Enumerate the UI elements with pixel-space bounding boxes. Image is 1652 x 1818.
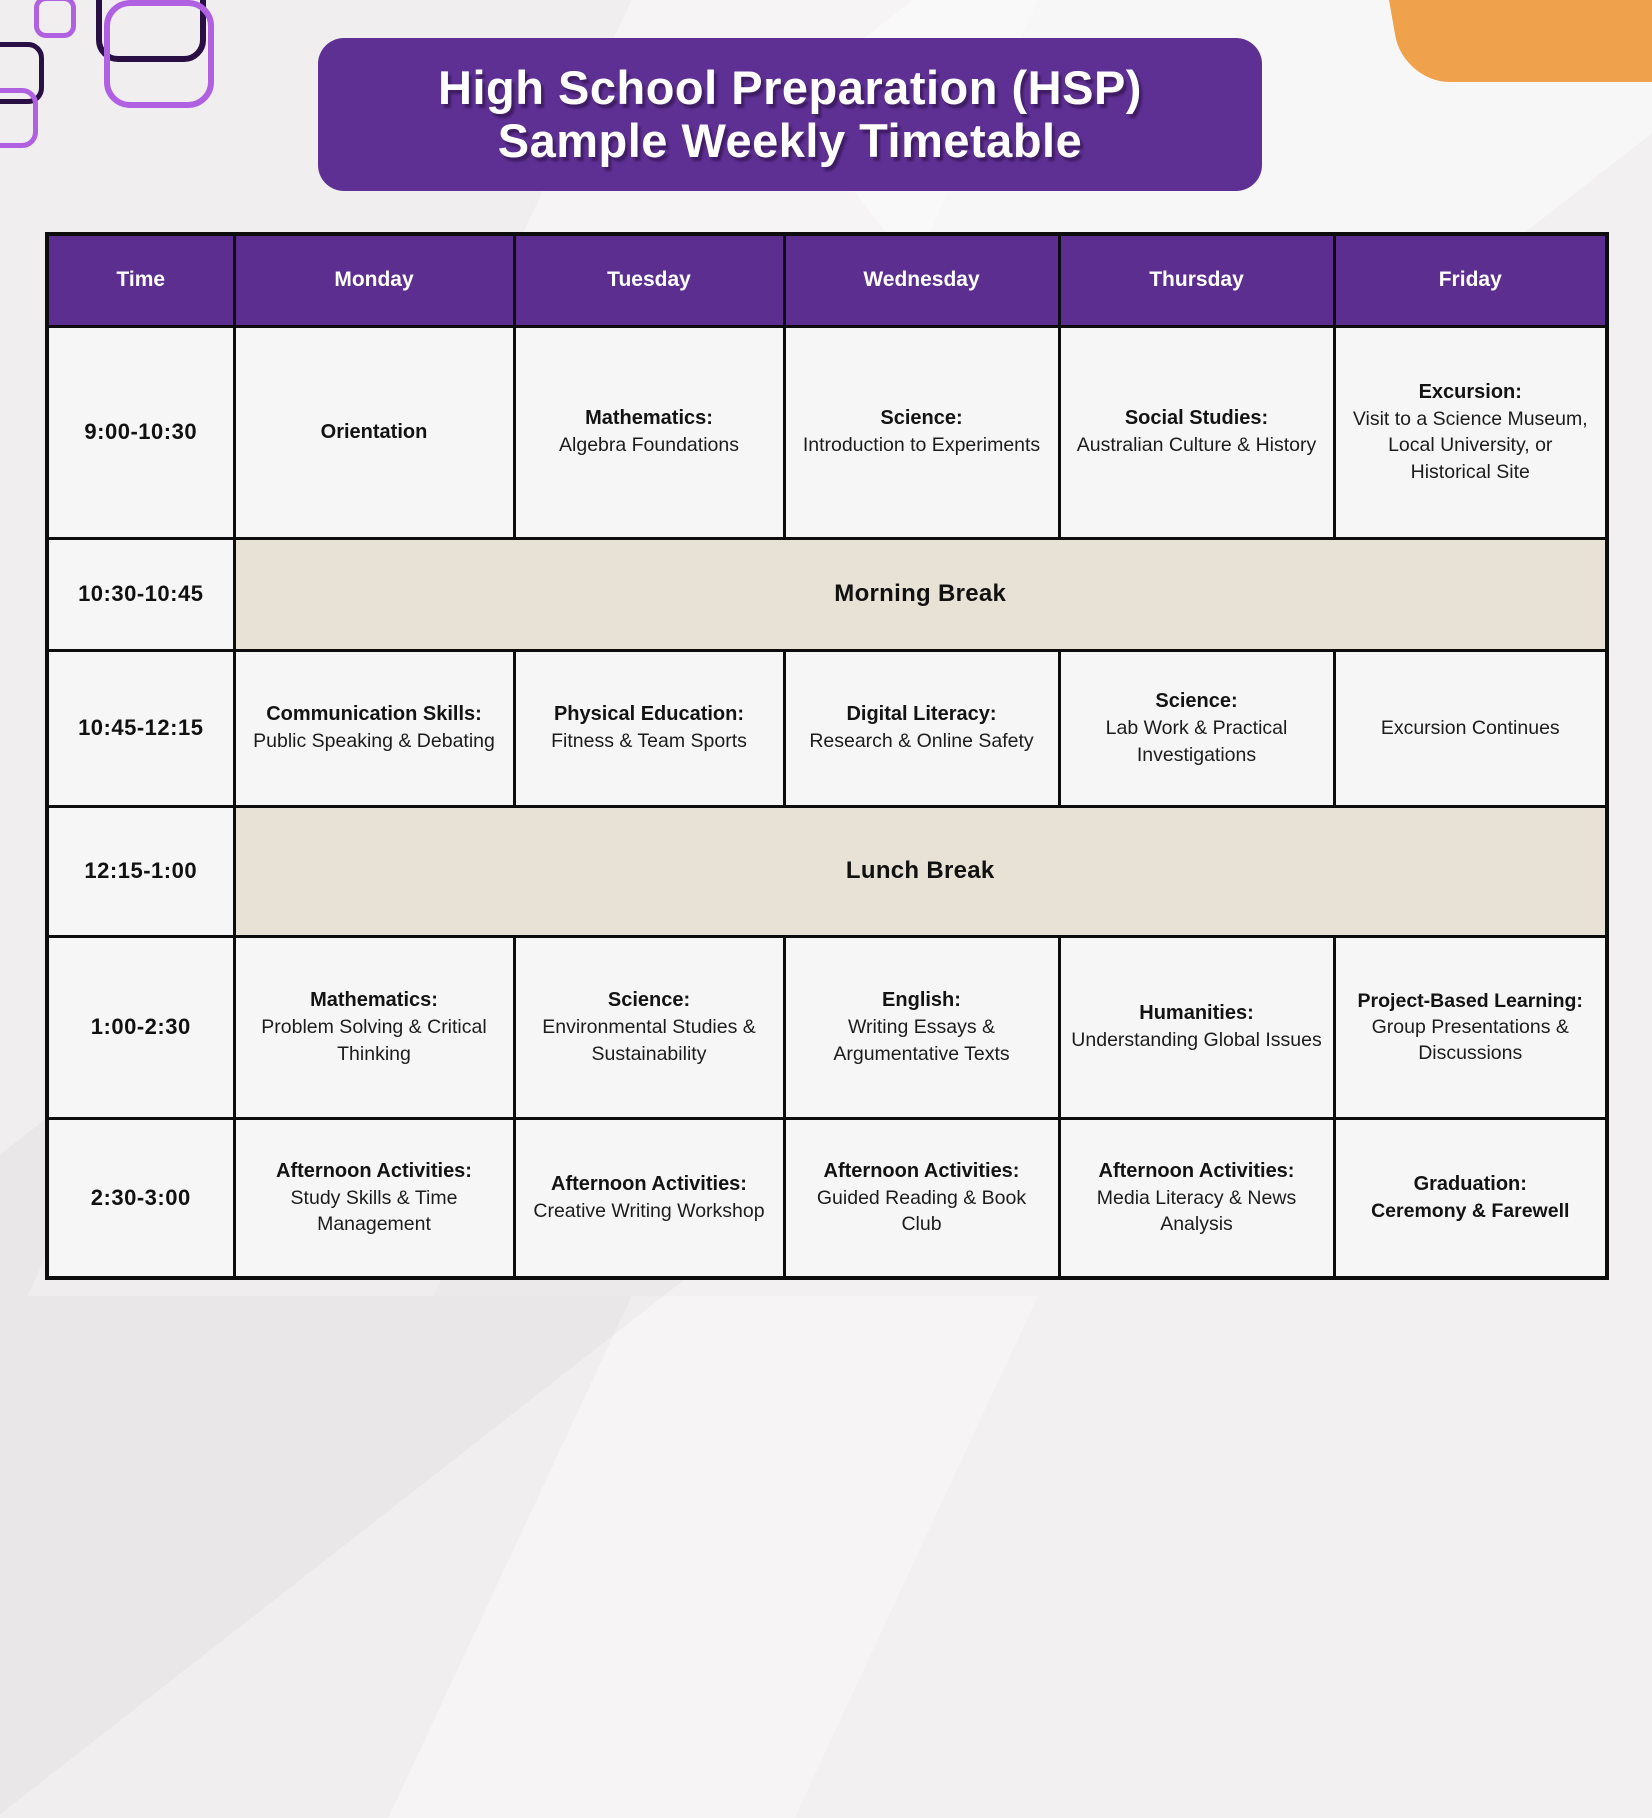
decor-rounded-square-purple-small xyxy=(34,0,76,38)
subject-body: Study Skills & Time Management xyxy=(290,1186,458,1236)
subject-title: Afternoon Activities: xyxy=(276,1159,472,1182)
subject-body: Group Presentations & Discussions xyxy=(1371,1015,1569,1065)
subject-body: Guided Reading & Book Club xyxy=(816,1186,1027,1236)
subject-body: Understanding Global Issues xyxy=(1071,1029,1322,1052)
time-slot: 10:45-12:15 xyxy=(45,648,236,808)
subject-title: Orientation xyxy=(320,420,428,443)
header-friday: Friday xyxy=(1332,232,1609,328)
decor-rounded-square-purple xyxy=(104,0,214,108)
cell-monday-communication: Communication Skills: Public Speaking & … xyxy=(232,648,516,808)
decor-rounded-square-dark xyxy=(96,0,206,62)
subject-body: Excursion Continues xyxy=(1380,716,1560,739)
header-row: Time Monday Tuesday Wednesday Thursday F… xyxy=(45,232,1609,328)
cell-tuesday-mathematics: Mathematics: Algebra Foundations xyxy=(512,324,786,540)
morning-break-cell: Morning Break xyxy=(232,536,1609,652)
subject-body: Algebra Foundations xyxy=(559,434,739,457)
cell-monday-afternoon: Afternoon Activities: Study Skills & Tim… xyxy=(232,1116,516,1280)
subject-body: Introduction to Experiments xyxy=(802,434,1041,457)
break-label: Lunch Break xyxy=(845,857,995,884)
cell-wednesday-afternoon: Afternoon Activities: Guided Reading & B… xyxy=(782,1116,1061,1280)
timetable-poster: { "title": { "line1": "High School Prepa… xyxy=(0,0,1652,1296)
subject-title: Communication Skills: xyxy=(266,703,482,726)
decor-orange-shape xyxy=(1380,0,1652,82)
cell-tuesday-physical-education: Physical Education: Fitness & Team Sport… xyxy=(512,648,786,808)
subject-title: Graduation: xyxy=(1413,1173,1527,1196)
subject-title: English: xyxy=(882,989,961,1012)
cell-friday-graduation: Graduation: Ceremony & Farewell xyxy=(1332,1116,1609,1280)
cell-wednesday-english: English: Writing Essays & Argumentative … xyxy=(782,934,1061,1120)
page-title-line-1: High School Preparation (HSP) xyxy=(438,60,1142,114)
header-tuesday: Tuesday xyxy=(512,232,786,328)
cell-tuesday-afternoon: Afternoon Activities: Creative Writing W… xyxy=(512,1116,786,1280)
cell-friday-excursion: Excursion: Visit to a Science Museum, Lo… xyxy=(1332,324,1609,540)
cell-thursday-humanities: Humanities: Understanding Global Issues xyxy=(1057,934,1336,1120)
cell-friday-project-based-learning: Project-Based Learning: Group Presentati… xyxy=(1332,934,1609,1120)
weekly-timetable: Time Monday Tuesday Wednesday Thursday F… xyxy=(45,232,1609,1280)
subject-body: Research & Online Safety xyxy=(809,730,1034,753)
row-2-30: 2:30-3:00 Afternoon Activities: Study Sk… xyxy=(45,1116,1609,1280)
subject-body: Writing Essays & Argumentative Texts xyxy=(833,1016,1010,1065)
subject-title: Science: xyxy=(607,989,691,1012)
cell-thursday-afternoon: Afternoon Activities: Media Literacy & N… xyxy=(1057,1116,1336,1280)
time-slot: 2:30-3:00 xyxy=(45,1116,236,1280)
page-title-line-2: Sample Weekly Timetable xyxy=(497,113,1083,167)
row-1-00: 1:00-2:30 Mathematics: Problem Solving &… xyxy=(45,934,1609,1120)
cell-monday-mathematics: Mathematics: Problem Solving & Critical … xyxy=(232,934,516,1120)
subject-title: Science: xyxy=(1155,690,1238,713)
decor-rounded-square-purple-left xyxy=(0,88,38,148)
subject-body: Creative Writing Workshop xyxy=(533,1200,765,1223)
row-lunch-break: 12:15-1:00 Lunch Break xyxy=(45,804,1609,938)
cell-monday-orientation: Orientation xyxy=(232,324,516,540)
subject-title: Afternoon Activities: xyxy=(823,1159,1020,1182)
row-9-00: 9:00-10:30 Orientation Mathematics: Alge… xyxy=(45,324,1609,540)
subject-title: Science: xyxy=(880,407,963,430)
cell-tuesday-science-environment: Science: Environmental Studies & Sustain… xyxy=(512,934,786,1120)
subject-title: Excursion: xyxy=(1418,381,1522,404)
break-label: Morning Break xyxy=(834,580,1007,607)
subject-body: Public Speaking & Debating xyxy=(253,730,495,753)
subject-title: Project-Based Learning: xyxy=(1357,989,1583,1012)
row-morning-break: 10:30-10:45 Morning Break xyxy=(45,536,1609,652)
subject-title: Humanities: xyxy=(1139,1002,1254,1025)
cell-thursday-science-lab: Science: Lab Work & Practical Investigat… xyxy=(1057,648,1336,808)
subject-body: Lab Work & Practical Investigations xyxy=(1105,717,1288,766)
subject-body: Problem Solving & Critical Thinking xyxy=(261,1016,487,1065)
subject-title: Physical Education: xyxy=(553,703,745,726)
subject-body: Environmental Studies & Sustainability xyxy=(542,1016,756,1065)
header-thursday: Thursday xyxy=(1057,232,1336,328)
cell-thursday-social-studies: Social Studies: Australian Culture & His… xyxy=(1057,324,1336,540)
subject-title: Social Studies: xyxy=(1124,407,1269,430)
subject-title: Digital Literacy: xyxy=(846,703,997,726)
subject-body: Australian Culture & History xyxy=(1076,434,1317,457)
header-wednesday: Wednesday xyxy=(782,232,1061,328)
time-slot: 10:30-10:45 xyxy=(45,536,236,652)
cell-wednesday-digital-literacy: Digital Literacy: Research & Online Safe… xyxy=(782,648,1061,808)
header-monday: Monday xyxy=(232,232,516,328)
header-time: Time xyxy=(45,232,236,328)
subject-title: Mathematics: xyxy=(310,989,438,1012)
subject-body: Ceremony & Farewell xyxy=(1371,1200,1570,1223)
subject-body: Fitness & Team Sports xyxy=(551,730,747,753)
time-slot: 9:00-10:30 xyxy=(45,324,236,540)
time-slot: 1:00-2:30 xyxy=(45,934,236,1120)
subject-title: Afternoon Activities: xyxy=(1098,1159,1295,1182)
subject-title: Mathematics: xyxy=(585,407,713,430)
lunch-break-cell: Lunch Break xyxy=(232,804,1609,938)
row-10-45: 10:45-12:15 Communication Skills: Public… xyxy=(45,648,1609,808)
cell-wednesday-science: Science: Introduction to Experiments xyxy=(782,324,1061,540)
subject-body: Visit to a Science Museum, Local Univers… xyxy=(1352,408,1588,483)
title-banner: High School Preparation (HSP) Sample Wee… xyxy=(318,38,1262,191)
cell-friday-excursion-continues: Excursion Continues xyxy=(1332,648,1609,808)
subject-body: Media Literacy & News Analysis xyxy=(1096,1186,1297,1236)
subject-combined: Project-Based Learning: Group Presentati… xyxy=(1346,988,1596,1067)
subject-title: Afternoon Activities: xyxy=(551,1173,747,1196)
time-slot: 12:15-1:00 xyxy=(45,804,236,938)
